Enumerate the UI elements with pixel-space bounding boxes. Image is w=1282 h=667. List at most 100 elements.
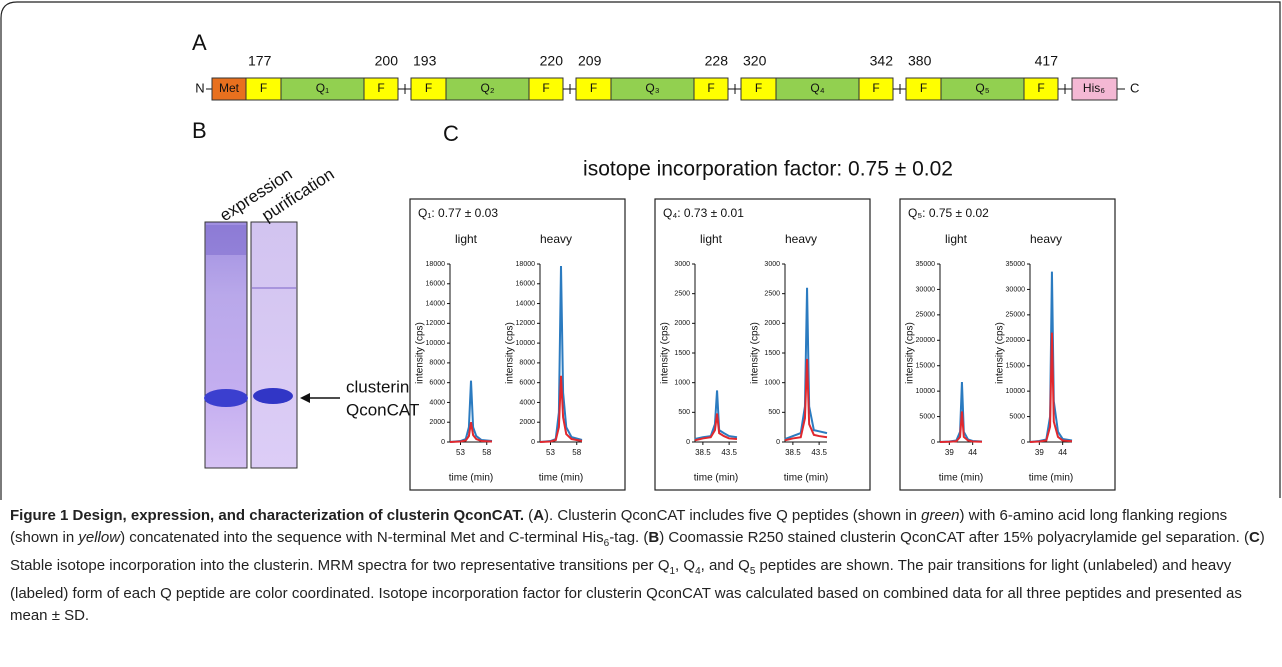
caption-text: B: [648, 529, 659, 546]
y-axis-label: intensity (cps): [660, 322, 671, 384]
gel-lane: [205, 222, 247, 468]
terminus: C: [1130, 80, 1139, 95]
chart-title: heavy: [1030, 232, 1062, 246]
box-label: F: [260, 81, 267, 95]
y-tick-label: 4000: [519, 399, 535, 406]
caption-text: , Q: [675, 557, 695, 574]
caption: Figure 1 Design, expression, and charact…: [10, 505, 1272, 627]
y-tick-label: 4000: [429, 399, 445, 406]
x-axis-label: time (min): [1029, 473, 1073, 484]
x-tick-label: 44: [968, 448, 977, 457]
residue-number: 228: [705, 53, 729, 69]
y-axis-label: intensity (cps): [415, 322, 426, 384]
box-label: F: [590, 81, 597, 95]
y-tick-label: 2000: [429, 419, 445, 426]
panel-title: isotope incorporation factor: 0.75 ± 0.0…: [583, 158, 953, 181]
chart-title: heavy: [785, 232, 817, 246]
y-tick-label: 16000: [516, 281, 536, 288]
residue-number: 417: [1035, 53, 1059, 69]
box-label: F: [425, 81, 432, 95]
x-tick-label: 43.5: [721, 448, 737, 457]
y-tick-label: 0: [931, 439, 935, 446]
box-label: Met: [219, 81, 240, 95]
gel-smear: [206, 225, 246, 255]
frame: [1, 2, 1280, 500]
y-tick-label: 8000: [519, 360, 535, 367]
caption-text: C: [1249, 529, 1260, 546]
chart-title: light: [455, 232, 478, 246]
caption-title: Figure 1 Design, expression, and charact…: [10, 507, 524, 524]
x-tick-label: 39: [1035, 448, 1044, 457]
x-tick-label: 58: [482, 448, 491, 457]
terminus: N: [195, 80, 204, 95]
box-label: F: [1037, 81, 1044, 95]
box-label: F: [755, 81, 762, 95]
y-tick-label: 5000: [1009, 413, 1025, 420]
y-tick-label: 0: [531, 439, 535, 446]
box-label: Q₁: [316, 81, 329, 95]
x-axis-label: time (min): [694, 473, 738, 484]
group-header: Q₄: 0.73 ± 0.01: [663, 206, 744, 220]
y-tick-label: 25000: [1006, 312, 1026, 319]
caption-text: A: [533, 507, 544, 524]
group-header: Q₁: 0.77 ± 0.03: [418, 206, 498, 220]
y-tick-label: 2000: [519, 419, 535, 426]
caption-text: ). Clusterin QconCAT includes five Q pep…: [544, 507, 921, 524]
y-tick-label: 16000: [426, 281, 446, 288]
gel-band: [204, 389, 248, 407]
chart-title: heavy: [540, 232, 572, 246]
residue-number: 177: [248, 53, 272, 69]
x-tick-label: 58: [572, 448, 581, 457]
residue-number: 200: [375, 53, 399, 69]
panel-label: B: [192, 118, 207, 143]
y-tick-label: 2000: [764, 320, 780, 327]
y-tick-label: 14000: [426, 300, 446, 307]
y-tick-label: 25000: [916, 312, 936, 319]
chart-title: light: [945, 232, 968, 246]
y-tick-label: 6000: [519, 380, 535, 387]
box-label: Q₂: [481, 81, 495, 95]
x-axis-label: time (min): [784, 473, 828, 484]
caption-text: (: [524, 507, 533, 524]
y-tick-label: 10000: [1006, 388, 1026, 395]
residue-number: 209: [578, 53, 602, 69]
box-label: F: [707, 81, 714, 95]
y-tick-label: 14000: [516, 300, 536, 307]
y-tick-label: 1500: [764, 350, 780, 357]
residue-number: 193: [413, 53, 437, 69]
y-tick-label: 3000: [764, 261, 780, 268]
y-tick-label: 2500: [764, 291, 780, 298]
page: A B C isotope incorporation factor: 0.75…: [0, 0, 1282, 667]
y-tick-label: 18000: [426, 261, 446, 268]
panel-label: A: [192, 30, 207, 55]
chart-box: [900, 199, 1115, 490]
box-label: F: [872, 81, 879, 95]
y-tick-label: 20000: [916, 337, 936, 344]
y-tick-label: 5000: [919, 413, 935, 420]
caption-text: -tag. (: [609, 529, 648, 546]
y-axis-label: intensity (cps): [995, 322, 1006, 384]
y-tick-label: 1000: [764, 380, 780, 387]
x-tick-label: 38.5: [695, 448, 711, 457]
band-label: clusterin: [346, 377, 409, 396]
y-tick-label: 18000: [516, 261, 536, 268]
y-tick-label: 2000: [674, 320, 690, 327]
chart-box: [655, 199, 870, 490]
y-tick-label: 20000: [1006, 337, 1026, 344]
y-tick-label: 0: [1021, 439, 1025, 446]
box-label: Q₃: [645, 81, 659, 95]
y-tick-label: 1000: [674, 380, 690, 387]
y-tick-label: 30000: [916, 286, 936, 293]
figure: A B C isotope incorporation factor: 0.75…: [0, 0, 1282, 500]
x-tick-label: 44: [1058, 448, 1067, 457]
box-label: F: [377, 81, 384, 95]
caption-text: yellow: [78, 529, 120, 546]
y-axis-label: intensity (cps): [750, 322, 761, 384]
box-label: F: [920, 81, 927, 95]
y-tick-label: 35000: [916, 261, 936, 268]
x-axis-label: time (min): [539, 473, 583, 484]
trace: [540, 266, 582, 442]
y-tick-label: 2500: [674, 291, 690, 298]
group-header: Q₅: 0.75 ± 0.02: [908, 206, 989, 220]
x-tick-label: 53: [546, 448, 555, 457]
